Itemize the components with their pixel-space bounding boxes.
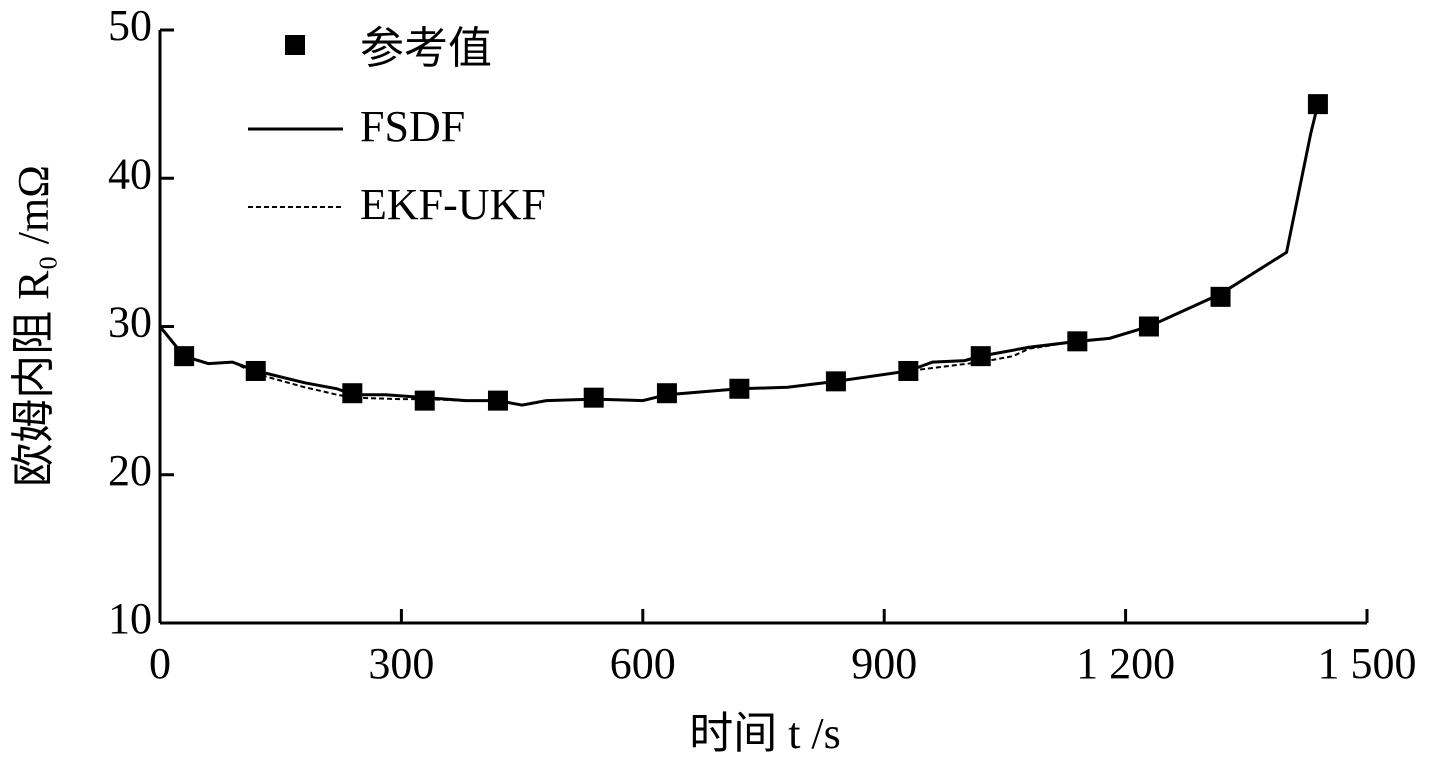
x-tick-label: 1 500 <box>1318 639 1417 688</box>
marker <box>245 360 266 381</box>
x-tick-label: 600 <box>610 639 676 688</box>
y-tick-label: 40 <box>108 149 152 198</box>
series-line <box>159 103 1319 407</box>
marker <box>970 346 991 367</box>
marker <box>414 390 435 411</box>
x-tick-label: 1 200 <box>1076 639 1175 688</box>
y-axis-label: 欧姆内阻 R₀ /mΩ <box>9 165 58 487</box>
series-line <box>158 103 1320 407</box>
legend-label: FSDF <box>360 102 465 151</box>
marker <box>583 387 604 408</box>
x-tick-label: 900 <box>851 639 917 688</box>
x-axis-label: 时间 t /s <box>689 709 841 758</box>
y-tick-label: 20 <box>108 446 152 495</box>
legend-label: 参考值 <box>360 24 492 73</box>
y-tick-label: 10 <box>108 594 152 643</box>
marker <box>342 383 363 404</box>
x-tick-label: 0 <box>149 639 171 688</box>
y-tick-label: 30 <box>108 298 152 347</box>
marker <box>1307 94 1328 115</box>
marker <box>1210 286 1231 307</box>
marker <box>487 390 508 411</box>
x-tick-label: 300 <box>368 639 434 688</box>
marker <box>1067 331 1088 352</box>
legend-marker <box>285 35 305 55</box>
y-tick-label: 50 <box>108 1 152 50</box>
marker <box>174 346 195 367</box>
marker <box>1138 316 1159 337</box>
legend-label: EKF-UKF <box>360 180 546 229</box>
marker <box>729 378 750 399</box>
marker <box>825 371 846 392</box>
marker <box>656 383 677 404</box>
marker <box>898 360 919 381</box>
